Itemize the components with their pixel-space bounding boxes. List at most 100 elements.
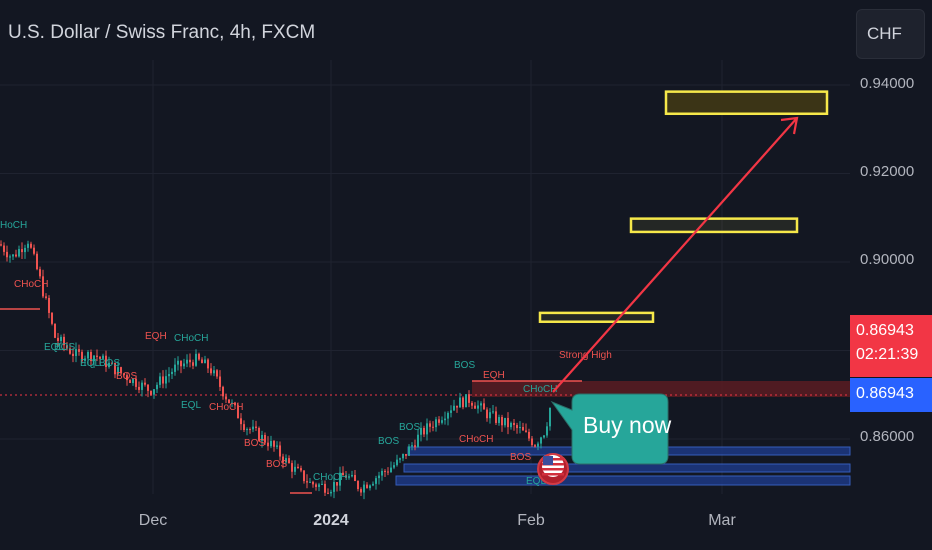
candle-body [291, 463, 293, 472]
candle-body [546, 426, 548, 436]
smc-annotation: CHoCH [209, 402, 243, 413]
target-zone [664, 90, 829, 116]
candle-body [225, 396, 227, 400]
candle-body [195, 353, 197, 366]
smc-annotation: CHoCH [174, 333, 208, 344]
currency-button[interactable]: CHF [856, 9, 925, 59]
candle-body [270, 440, 272, 447]
candle-body [81, 351, 83, 361]
candle-body [540, 437, 542, 444]
x-tick-label: Dec [138, 512, 168, 529]
candle-body [258, 427, 260, 441]
candle-body [132, 378, 134, 384]
candle-body [456, 405, 458, 408]
candle-body [138, 386, 140, 390]
candle-body [96, 355, 98, 357]
candle-body [285, 458, 287, 463]
smc-annotation: CHoCH [459, 434, 493, 445]
candle-body [159, 376, 161, 385]
candle-body [210, 368, 212, 374]
candle-body [327, 492, 329, 494]
candle-body [33, 247, 35, 254]
candle-body [93, 355, 95, 362]
candle-body [252, 426, 254, 430]
candle-body [411, 445, 413, 447]
candle-body [360, 489, 362, 493]
candle-body [423, 427, 425, 435]
y-tick-label: 0.86000 [860, 428, 915, 445]
candle-body [141, 382, 143, 390]
candle-body [0, 244, 2, 246]
candle-body [288, 458, 290, 464]
demand-zone [403, 463, 851, 473]
candle-body [228, 399, 230, 404]
smc-annotation: EQH [145, 331, 167, 342]
candle-body [303, 470, 305, 482]
candle-body [438, 419, 440, 423]
candle-body [465, 394, 467, 408]
candle-body [390, 467, 392, 473]
candle-body [120, 367, 122, 374]
candle-body [417, 434, 419, 448]
candle-body [99, 356, 101, 359]
candle-body [63, 336, 65, 346]
candle-body [183, 363, 185, 367]
candle-body [399, 458, 401, 460]
candle-body [234, 402, 236, 406]
candle-body [51, 312, 53, 324]
last-price-tag: 0.86943 02:21:39 [850, 315, 932, 377]
candle-body [75, 349, 77, 357]
candle-body [162, 376, 164, 384]
candle-body [435, 419, 437, 428]
candle-body [480, 403, 482, 406]
candle-body [342, 472, 344, 476]
candle-body [333, 482, 335, 492]
candle-body [147, 384, 149, 391]
buy-now-callout [550, 393, 669, 465]
candle-body [102, 355, 104, 359]
candle-body [468, 394, 470, 403]
candle-body [231, 402, 233, 404]
candle-body [273, 440, 275, 447]
candle-body [405, 453, 407, 456]
y-tick-label: 0.92000 [860, 163, 915, 180]
candle-body [84, 358, 86, 361]
y-tick-label: 0.90000 [860, 251, 915, 268]
candle-body [351, 475, 353, 477]
candle-body [363, 484, 365, 493]
candle-body [150, 390, 152, 395]
smc-annotation: CHoCH [313, 472, 347, 483]
candle-body [312, 481, 314, 485]
candle-body [306, 481, 308, 483]
candle-body [222, 386, 224, 397]
candle-body [294, 466, 296, 472]
candle-body [369, 485, 371, 489]
candle-body [18, 249, 20, 257]
candle-body [318, 484, 320, 487]
candle-body [90, 351, 92, 362]
candle-body [129, 380, 131, 384]
candle-body [3, 245, 5, 252]
candle-body [39, 269, 41, 277]
smc-annotation: HoCH [0, 220, 27, 231]
candle-body [261, 434, 263, 441]
candle-body [297, 466, 299, 469]
candle-body [177, 360, 179, 365]
flag-stripe [542, 468, 564, 471]
candle-body [189, 359, 191, 363]
candle-body [204, 359, 206, 364]
x-tick-label: Feb [517, 512, 545, 529]
candle-body [459, 397, 461, 408]
flag-stripe [542, 473, 564, 476]
candle-body [375, 478, 377, 484]
candle-body [78, 349, 80, 352]
candle-body [420, 427, 422, 435]
candle-body [114, 362, 116, 375]
candle-body [462, 397, 464, 408]
candle-body [486, 409, 488, 419]
candle-body [387, 471, 389, 473]
smc-annotation: BOS [99, 358, 120, 369]
candle-body [246, 429, 248, 431]
smc-annotation: EQL [80, 358, 100, 369]
